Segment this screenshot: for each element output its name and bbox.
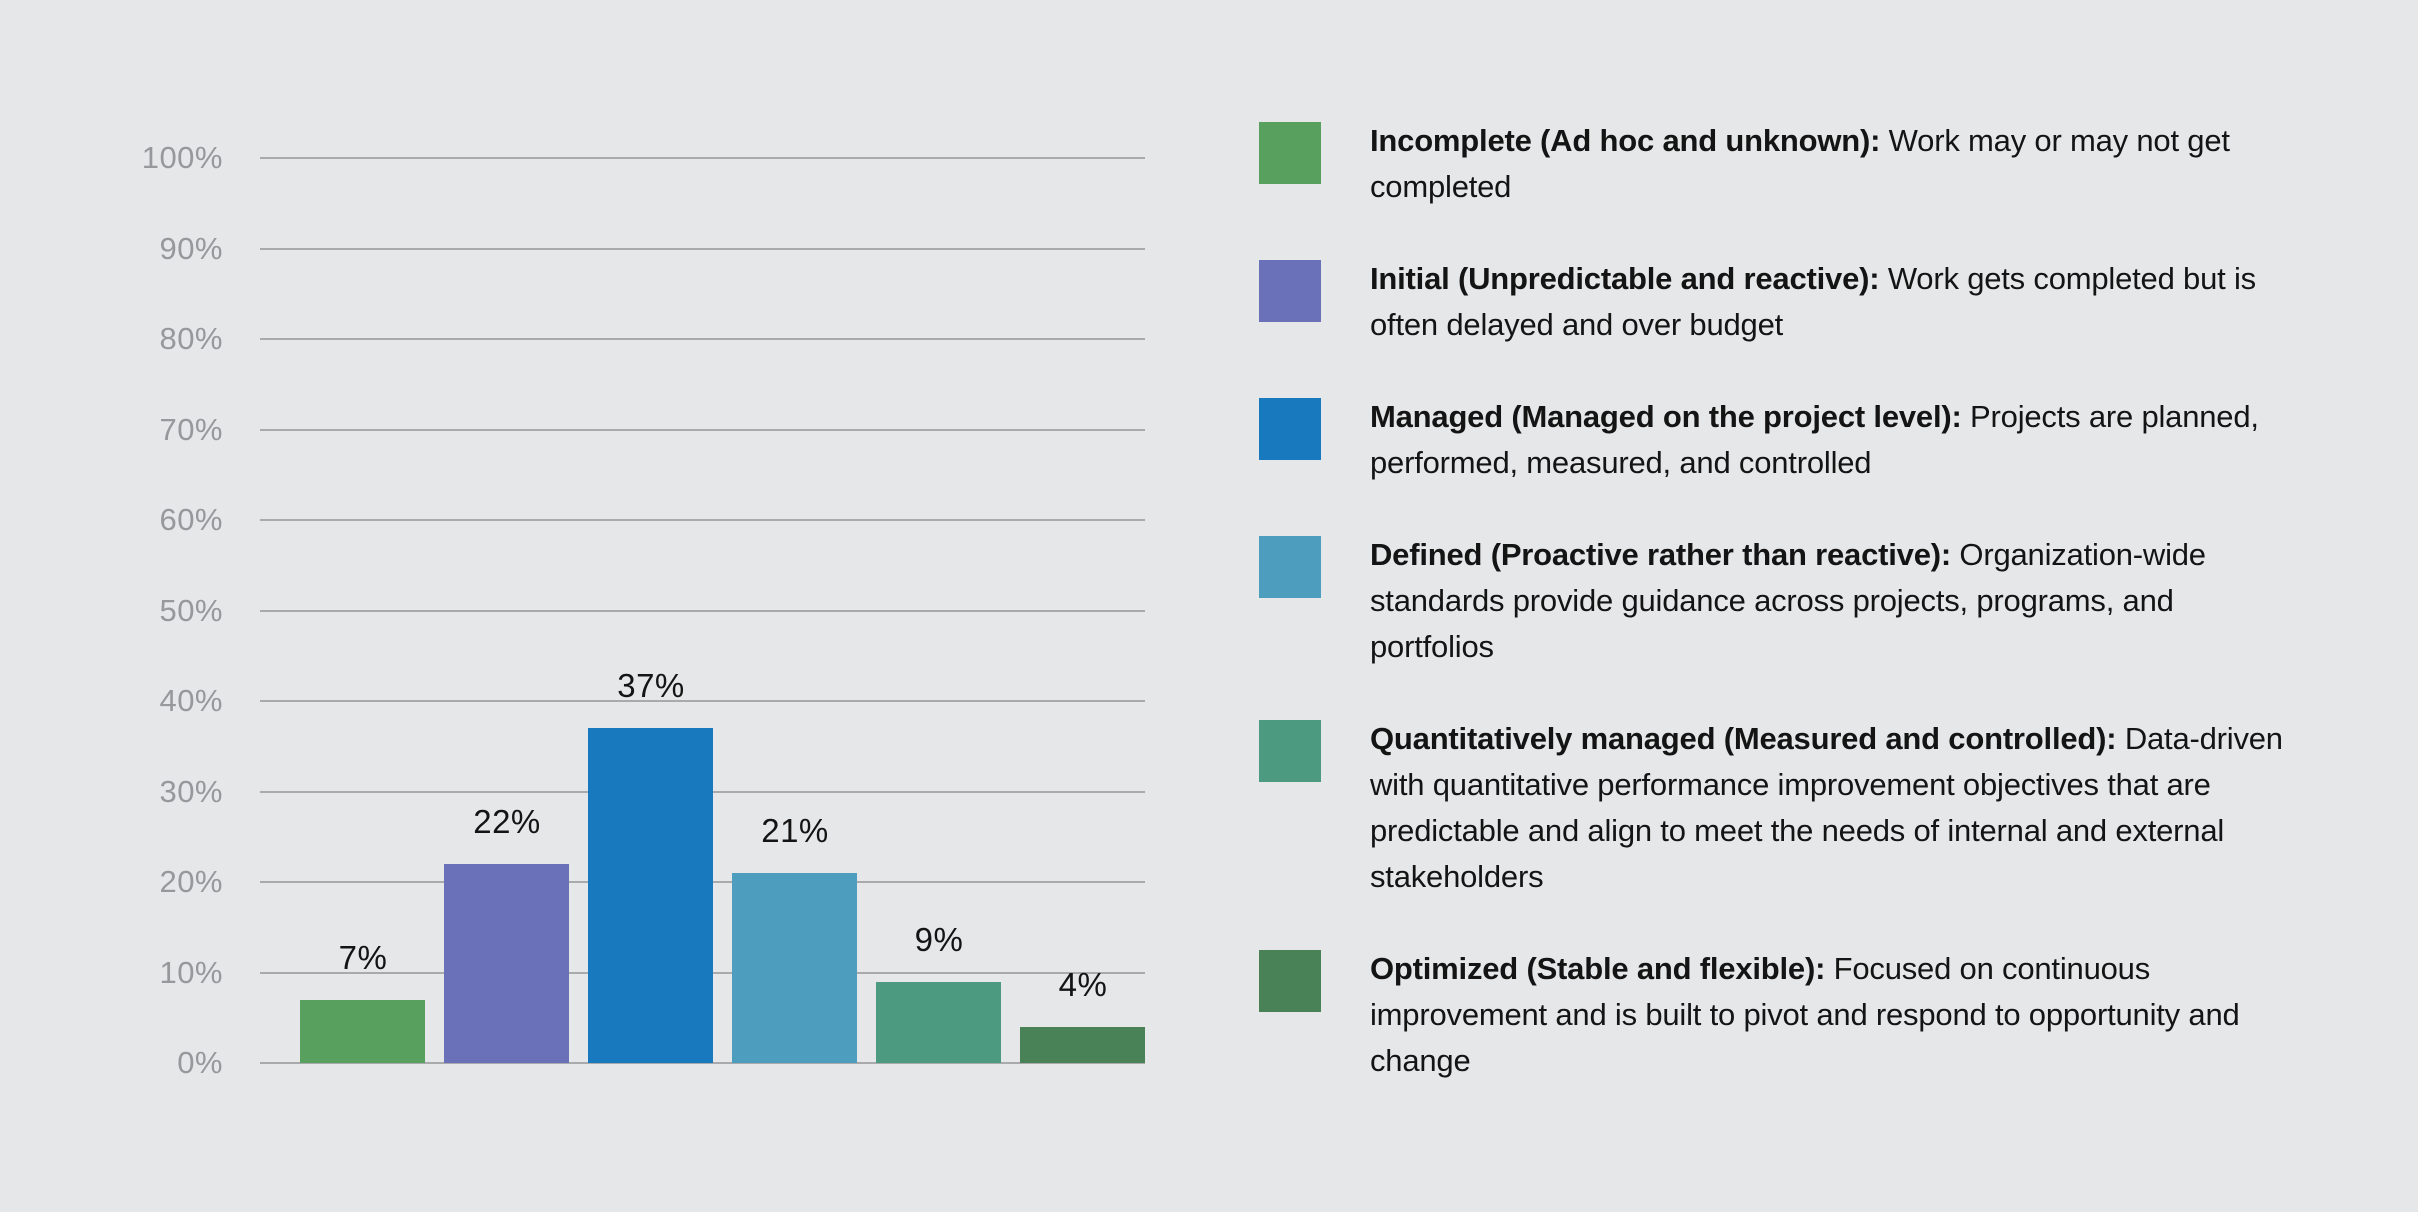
bar-quantitatively-managed — [876, 982, 1001, 1063]
legend-term: Managed (Managed on the project level): — [1370, 399, 1962, 434]
legend-term: Incomplete (Ad hoc and unknown): — [1370, 123, 1881, 158]
legend-term: Quantitatively managed (Measured and con… — [1370, 721, 2117, 756]
y-axis-tick-label: 0% — [177, 1045, 223, 1080]
legend-color-swatch — [1259, 398, 1321, 460]
bar-value-label: 37% — [617, 667, 685, 704]
chart-legend: Incomplete (Ad hoc and unknown): Work ma… — [1259, 118, 2304, 1084]
y-axis-tick-label: 100% — [141, 140, 223, 175]
bar-value-label: 7% — [338, 939, 388, 976]
gridline-40 — [260, 700, 1145, 702]
gridline-50 — [260, 609, 1145, 612]
legend-color-swatch — [1259, 122, 1321, 184]
legend-item-text: Quantitatively managed (Measured and con… — [1370, 716, 2295, 900]
bar-value-label: 9% — [914, 921, 964, 958]
legend-description: Work gets completed but is often delayed… — [1370, 261, 2256, 342]
legend-item-text: Initial (Unpredictable and reactive): Wo… — [1370, 256, 2295, 348]
legend-color-swatch — [1259, 536, 1321, 598]
bar-incomplete — [300, 1000, 425, 1063]
legend-item-text: Optimized (Stable and flexible): Focused… — [1370, 946, 2295, 1084]
y-axis-tick-label: 50% — [159, 592, 223, 628]
legend-description: Data-driven with quantitative performanc… — [1370, 721, 2283, 894]
bar-defined — [732, 873, 857, 1063]
bar-managed — [588, 728, 713, 1063]
bar-initial — [444, 864, 569, 1063]
legend-description: Focused on continuous improvement and is… — [1370, 951, 2240, 1078]
y-axis-tick-label: 40% — [159, 683, 223, 718]
y-axis-tick-label: 10% — [159, 954, 223, 990]
bar-value-label: 21% — [761, 812, 829, 849]
gridline-100 — [260, 157, 1145, 159]
legend-term: Defined (Proactive rather than reactive)… — [1370, 537, 1951, 572]
legend-color-swatch — [1259, 720, 1321, 782]
bar-value-label: 22% — [473, 803, 541, 840]
legend-item-initial: Initial (Unpredictable and reactive): Wo… — [1259, 256, 2304, 348]
bar-optimized — [1020, 1027, 1145, 1063]
legend-term: Optimized (Stable and flexible): — [1370, 951, 1826, 986]
gridline-90 — [260, 247, 1145, 250]
legend-description: Work may or may not get completed — [1370, 123, 2230, 204]
gridline-0 — [260, 1062, 1145, 1064]
legend-item-incomplete: Incomplete (Ad hoc and unknown): Work ma… — [1259, 118, 2304, 210]
legend-color-swatch — [1259, 260, 1321, 322]
y-axis-tick-label: 70% — [159, 411, 223, 447]
legend-item-managed: Managed (Managed on the project level): … — [1259, 394, 2304, 486]
legend-item-quantitatively: Quantitatively managed (Measured and con… — [1259, 716, 2304, 900]
legend-item-defined: Defined (Proactive rather than reactive)… — [1259, 532, 2304, 670]
legend-item-text: Incomplete (Ad hoc and unknown): Work ma… — [1370, 118, 2295, 210]
y-axis-tick-label: 90% — [159, 230, 223, 266]
legend-color-swatch — [1259, 950, 1321, 1012]
y-axis-tick-label: 20% — [159, 864, 223, 899]
gridline-70 — [260, 428, 1145, 431]
y-axis-tick-label: 80% — [159, 321, 223, 356]
y-axis-tick-label: 60% — [159, 502, 223, 537]
legend-description: Projects are planned, performed, measure… — [1370, 399, 2259, 480]
legend-item-text: Managed (Managed on the project level): … — [1370, 394, 2295, 486]
legend-item-optimized: Optimized (Stable and flexible): Focused… — [1259, 946, 2304, 1084]
y-axis-tick-label: 30% — [159, 773, 223, 809]
gridline-80 — [260, 338, 1145, 340]
legend-description: Organization-wide standards provide guid… — [1370, 537, 2206, 664]
legend-item-text: Defined (Proactive rather than reactive)… — [1370, 532, 2295, 670]
bar-value-label: 4% — [1058, 966, 1108, 1003]
gridline-60 — [260, 519, 1145, 521]
legend-term: Initial (Unpredictable and reactive): — [1370, 261, 1880, 296]
